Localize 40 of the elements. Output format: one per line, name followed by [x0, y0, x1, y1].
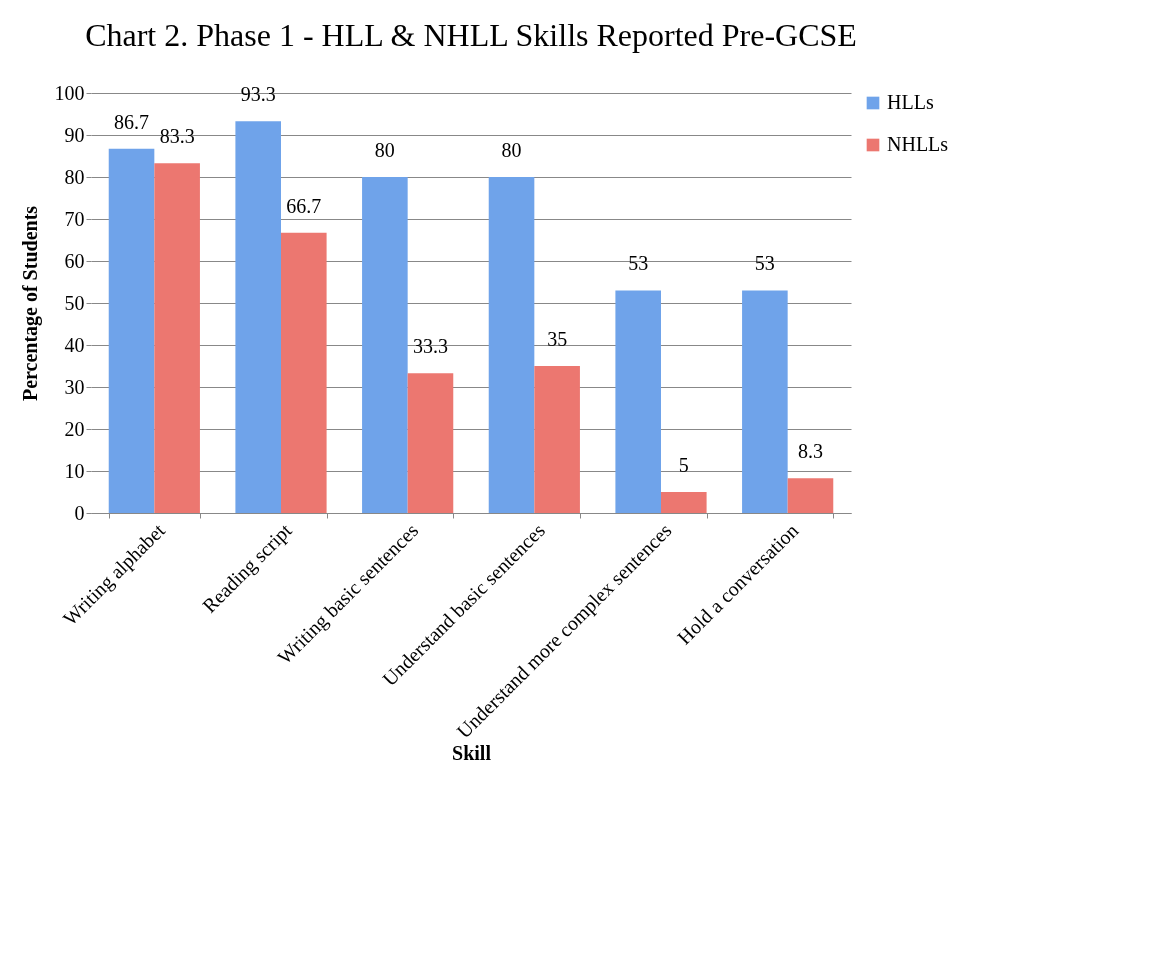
y-axis-title: Percentage of Students — [18, 205, 42, 402]
bar — [742, 290, 788, 513]
y-tick-label: 0 — [74, 501, 85, 524]
legend-label: HLLs — [887, 91, 934, 113]
data-label: 80 — [374, 139, 395, 161]
bar — [281, 232, 327, 513]
data-label: 53 — [628, 252, 649, 275]
y-tick-label: 10 — [64, 459, 85, 482]
bar — [108, 148, 155, 513]
legend-label: NHLLs — [887, 133, 949, 155]
y-tick-label: 50 — [64, 291, 85, 314]
bar — [615, 290, 661, 513]
y-tick-label: 20 — [64, 417, 85, 440]
data-label: 8.3 — [797, 440, 823, 463]
bar — [362, 177, 408, 513]
y-tick-label: 90 — [64, 123, 85, 146]
x-axis-title: Skill — [452, 741, 492, 764]
data-label: 66.7 — [286, 194, 322, 217]
bar — [534, 366, 580, 513]
bar — [407, 373, 454, 513]
data-label: 83.3 — [159, 125, 195, 148]
y-tick-label: 60 — [64, 249, 85, 272]
bar — [787, 478, 834, 513]
data-label: 53 — [754, 252, 775, 275]
data-label: 35 — [547, 328, 568, 350]
data-label: 86.7 — [114, 110, 150, 133]
data-label: 5 — [678, 454, 689, 476]
y-tick-label: 70 — [64, 207, 85, 230]
bar — [154, 163, 200, 513]
bar — [661, 492, 707, 513]
y-tick-label: 100 — [54, 81, 85, 104]
data-label: 33.3 — [412, 335, 448, 358]
y-tick-label: 80 — [64, 165, 85, 188]
bar — [488, 177, 535, 513]
chart-title: Chart 2. Phase 1 - HLL & NHLL Skills Reported Pre-GCSE — [85, 17, 857, 53]
y-tick-label: 40 — [64, 333, 85, 356]
y-tick-label: 30 — [64, 375, 85, 398]
data-label: 93.3 — [240, 83, 276, 106]
bar — [235, 121, 281, 513]
data-label: 80 — [501, 139, 522, 161]
